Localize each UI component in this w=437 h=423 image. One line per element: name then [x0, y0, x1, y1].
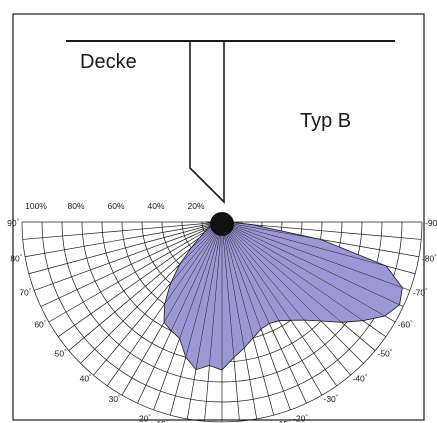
grid-spoke [28, 221, 223, 275]
grid-spoke [40, 221, 223, 307]
angle-label: -20° [293, 414, 308, 423]
intensity-point [221, 221, 270, 324]
intensity-point [163, 221, 223, 323]
angle-label: 40° [80, 374, 92, 384]
intensity-point [185, 221, 223, 358]
intensity-point [171, 221, 223, 331]
intensity-point [221, 221, 321, 240]
grid-spoke [57, 221, 223, 338]
intensity-point [221, 221, 292, 321]
angle-label: 50° [55, 349, 67, 359]
intensity-point [179, 221, 223, 339]
angle-label: 15° [156, 419, 168, 423]
intensity-point [221, 221, 322, 322]
intensity-point [221, 221, 245, 349]
intensity-point [221, 221, 400, 306]
intensity-point [164, 221, 223, 305]
angle-label: 20° [139, 414, 151, 423]
angle-label: 30° [109, 394, 121, 404]
radial-tick-label: 60% [107, 201, 124, 211]
angle-label: -90° [425, 218, 437, 228]
grid-spoke [48, 221, 223, 323]
radial-tick-label: 100% [25, 201, 47, 211]
angle-label: -30° [324, 394, 339, 404]
angle-label: -80° [422, 253, 437, 263]
type-label: Typ B [300, 110, 351, 132]
frame-border [12, 13, 425, 421]
intensity-point [221, 221, 385, 317]
angle-label: -40° [353, 374, 368, 384]
angle-label: -15° [276, 419, 291, 423]
angle-label: -70° [413, 287, 428, 297]
ceiling-label: Decke [80, 51, 137, 73]
radial-tick-label: 40% [147, 201, 164, 211]
intensity-point [221, 221, 280, 321]
intensity-point [195, 221, 223, 370]
angle-label: -50° [378, 349, 393, 359]
angle-label: -60° [398, 320, 413, 330]
angle-tick-labels: 90°80°70°60°50°40°30°20°15°10°5°0°-5°-10… [7, 218, 437, 423]
intensity-point [221, 221, 403, 288]
angle-label: 70° [19, 287, 31, 297]
intensity-point [221, 221, 254, 338]
grid-spoke [22, 221, 223, 240]
radial-tick-label: 20% [187, 201, 204, 211]
intensity-series [163, 212, 403, 371]
grid-spoke [24, 221, 223, 258]
angle-label: 80° [10, 253, 22, 263]
angle-label: 90° [7, 218, 19, 228]
angle-label: 60° [34, 320, 46, 330]
radial-tick-label: 80% [67, 201, 84, 211]
intensity-point [221, 221, 235, 358]
centre-hub [210, 212, 234, 236]
intensity-point [221, 221, 387, 267]
radial-tick-labels: 100% 80% 60% 40% 20% [25, 201, 205, 211]
intensity-point [221, 221, 364, 321]
luminaire-body [189, 42, 225, 204]
intensity-point [221, 221, 342, 323]
intensity-point [221, 221, 305, 321]
intensity-point [209, 221, 223, 366]
grid-spoke [33, 221, 223, 291]
intensity-point [221, 221, 262, 330]
